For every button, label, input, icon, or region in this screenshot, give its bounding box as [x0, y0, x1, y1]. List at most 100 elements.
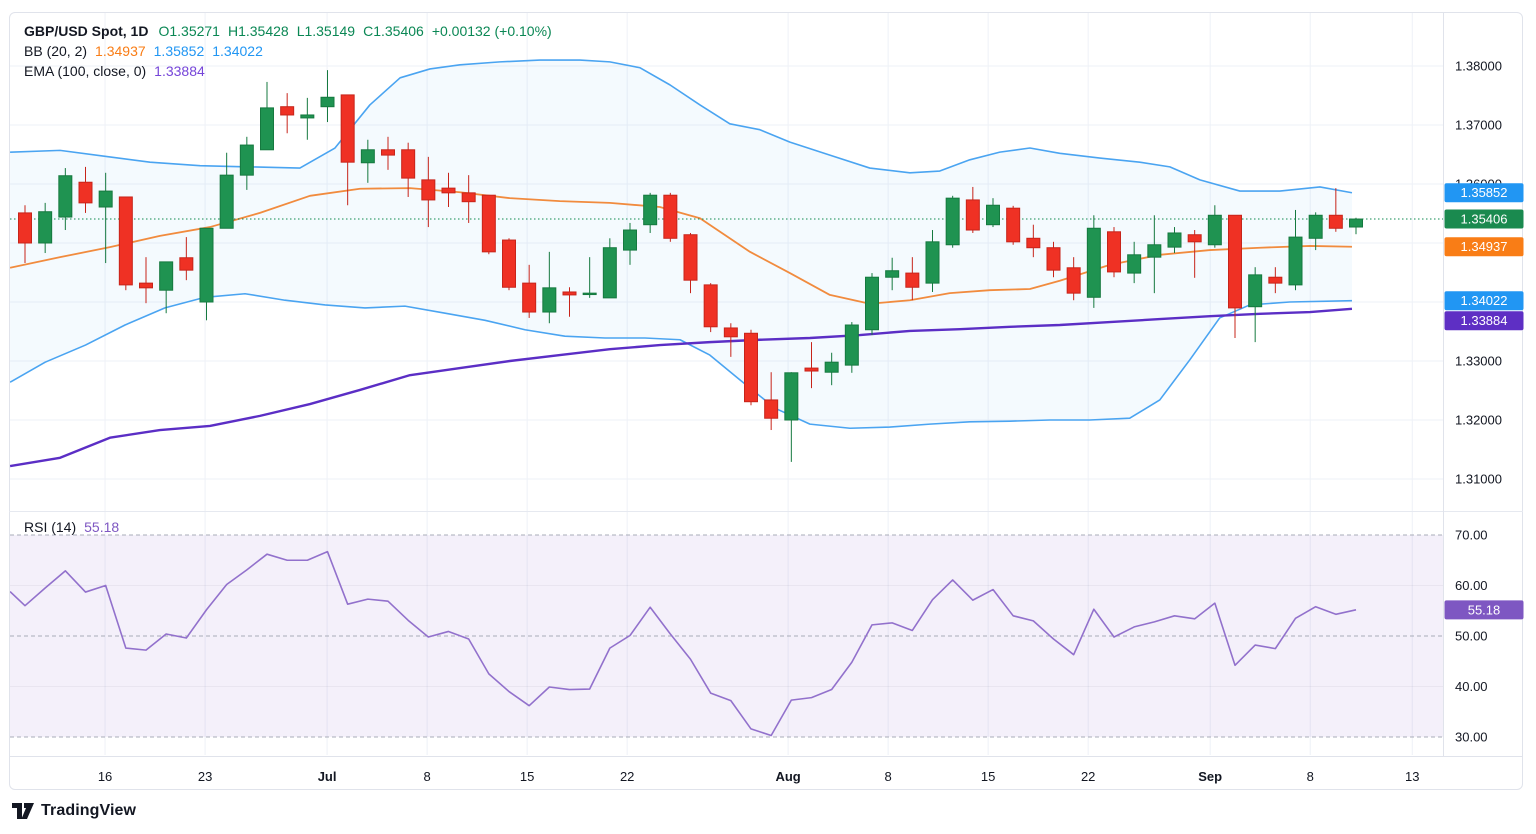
candle-body	[885, 270, 900, 278]
ema-value: 1.33884	[154, 63, 205, 79]
candle-down[interactable]	[139, 257, 154, 304]
candle-body	[623, 229, 638, 251]
candle-body	[945, 197, 960, 246]
candle-down[interactable]	[965, 186, 980, 233]
rsi-axis-label: 60.00	[1455, 578, 1488, 593]
candle-body	[118, 196, 133, 286]
candle-up[interactable]	[986, 198, 1001, 228]
candle-up[interactable]	[38, 202, 53, 254]
candle-down[interactable]	[1107, 227, 1122, 278]
candle-up[interactable]	[1167, 227, 1182, 254]
candle-up[interactable]	[98, 172, 113, 264]
candle-body	[139, 282, 154, 289]
time-axis-label: Jul	[318, 769, 337, 784]
candle-down[interactable]	[179, 237, 194, 281]
candle-down[interactable]	[502, 238, 517, 291]
candle-up[interactable]	[58, 168, 73, 231]
bb-label: BB (20, 2)	[24, 43, 88, 59]
candle-down[interactable]	[703, 283, 718, 333]
candle-body	[300, 114, 315, 119]
candle-down[interactable]	[562, 287, 577, 317]
candle-up[interactable]	[542, 251, 557, 324]
candle-down[interactable]	[1328, 188, 1343, 232]
candle-up[interactable]	[885, 257, 900, 291]
rsi-pane[interactable]	[10, 550, 1357, 737]
candle-down[interactable]	[461, 175, 476, 223]
candle-body	[98, 190, 113, 208]
tradingview-logo[interactable]: TradingView	[12, 802, 136, 820]
candle-down[interactable]	[340, 94, 355, 206]
candle-down[interactable]	[1268, 267, 1283, 294]
candle-body	[965, 199, 980, 231]
candle-down[interactable]	[78, 166, 93, 213]
candle-down[interactable]	[764, 372, 779, 431]
candle-down[interactable]	[401, 142, 416, 197]
time-axis-label: 8	[424, 769, 431, 784]
candle-up[interactable]	[1147, 215, 1162, 294]
candle-body	[219, 174, 234, 229]
candle-down[interactable]	[723, 323, 738, 357]
candle-up[interactable]	[199, 227, 214, 321]
candle-up[interactable]	[159, 261, 174, 314]
candle-body	[723, 327, 738, 338]
candle-up[interactable]	[602, 238, 617, 299]
candle-up[interactable]	[824, 352, 839, 386]
candle-up[interactable]	[219, 152, 234, 229]
candle-up[interactable]	[784, 372, 799, 462]
candle-up[interactable]	[1248, 267, 1263, 343]
candle-body	[1308, 214, 1323, 239]
candle-body	[925, 241, 940, 284]
price-axis[interactable]: 1.380001.370001.360001.330001.320001.310…	[1455, 59, 1502, 745]
candle-down[interactable]	[1187, 230, 1202, 278]
candle-down[interactable]	[481, 194, 496, 255]
candle-down[interactable]	[1006, 205, 1021, 245]
candle-up[interactable]	[582, 257, 597, 298]
candle-up[interactable]	[643, 192, 658, 233]
candle-up[interactable]	[1308, 212, 1323, 251]
candle-up[interactable]	[925, 230, 940, 292]
candle-up[interactable]	[945, 195, 960, 248]
candle-down[interactable]	[421, 156, 436, 228]
price-axis-badges: 1.35852 1.35406 1.34937 1.34022 1.33884 55.18	[1444, 183, 1524, 620]
candle-up[interactable]	[320, 70, 335, 123]
candles-layer[interactable]	[18, 70, 1364, 462]
legend-bb-row: BB (20, 2) 1.34937 1.35852 1.34022	[24, 41, 560, 61]
candle-body	[1026, 237, 1041, 249]
candle-up[interactable]	[623, 222, 638, 265]
candle-up[interactable]	[360, 139, 375, 183]
ohlc-low: L1.35149	[296, 23, 356, 39]
price-axis-label: 1.38000	[1455, 59, 1502, 74]
candle-up[interactable]	[865, 273, 880, 336]
candle-up[interactable]	[239, 136, 254, 190]
candle-down[interactable]	[118, 196, 133, 291]
candle-down[interactable]	[18, 205, 32, 264]
candle-body	[1207, 214, 1222, 246]
candle-down[interactable]	[441, 172, 456, 208]
candle-down[interactable]	[663, 192, 678, 242]
candle-body	[683, 234, 698, 281]
candle-up[interactable]	[1207, 205, 1222, 248]
candle-up[interactable]	[300, 97, 315, 140]
candle-down[interactable]	[381, 136, 396, 170]
candle-up[interactable]	[1349, 217, 1364, 235]
ema-label: EMA (100, close, 0)	[24, 63, 147, 79]
candle-up[interactable]	[1086, 215, 1101, 308]
candle-up[interactable]	[1288, 209, 1303, 291]
candle-down[interactable]	[1066, 257, 1081, 301]
time-axis[interactable]: 16 23 Jul 8 15 22 Aug 8 15 22 Sep 8 13	[98, 769, 1420, 784]
candle-down[interactable]	[804, 342, 819, 389]
candle-body	[1328, 214, 1343, 229]
candle-down[interactable]	[1046, 241, 1061, 278]
candle-down[interactable]	[280, 93, 295, 134]
candle-up[interactable]	[844, 322, 859, 373]
candle-down[interactable]	[1228, 214, 1243, 338]
candle-down[interactable]	[1026, 224, 1041, 258]
candle-up[interactable]	[1127, 241, 1142, 284]
candle-down[interactable]	[744, 329, 759, 406]
candle-down[interactable]	[683, 232, 698, 294]
candle-body	[1167, 232, 1182, 248]
candle-down[interactable]	[905, 257, 920, 301]
candle-up[interactable]	[260, 81, 275, 151]
candle-down[interactable]	[522, 264, 537, 318]
